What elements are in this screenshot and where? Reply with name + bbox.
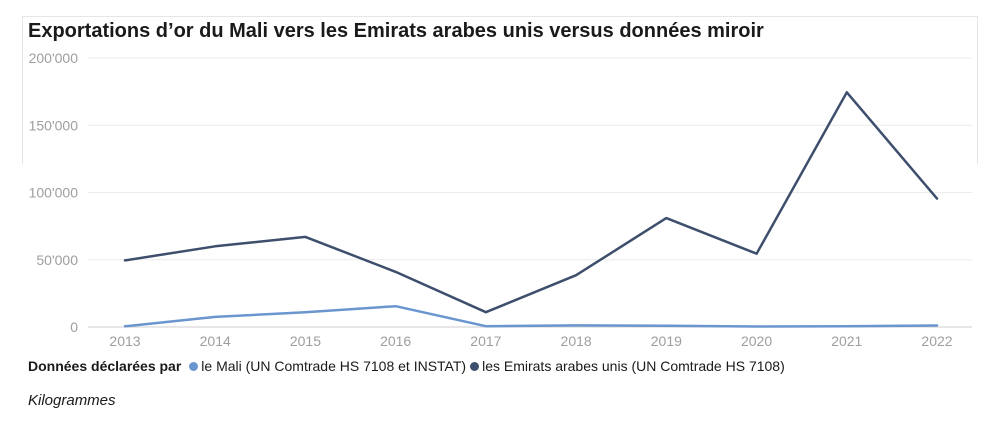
x-tick-label: 2019	[651, 333, 682, 349]
legend-item-mali[interactable]: le Mali (UN Comtrade HS 7108 et INSTAT)	[189, 358, 466, 374]
legend-label-mali: le Mali (UN Comtrade HS 7108 et INSTAT)	[201, 358, 467, 374]
y-tick-label: 100'000	[29, 185, 79, 201]
x-tick-label: 2013	[109, 333, 140, 349]
legend-marker-uae	[470, 361, 480, 371]
legend-title: Données déclarées par	[28, 358, 182, 374]
unit-label: Kilogrammes	[28, 392, 116, 409]
x-tick-label: 2017	[470, 333, 501, 349]
gridlines	[88, 57, 972, 328]
x-axis-ticks: 2013 2014 2015 2016 2017 2018 2019 2020 2021 2022	[109, 333, 952, 349]
y-tick-label: 200'000	[29, 50, 79, 66]
series-line-mali[interactable]	[123, 304, 939, 328]
y-tick-label: 150'000	[29, 117, 79, 133]
legend-label-uae: les Emirats arabes unis (UN Comtrade HS …	[482, 358, 785, 374]
x-tick-label: 2021	[831, 333, 862, 349]
x-tick-label: 2022	[921, 333, 952, 349]
y-tick-label: 0	[70, 319, 78, 335]
legend-marker-mali	[189, 361, 199, 371]
x-tick-label: 2018	[561, 333, 592, 349]
x-tick-label: 2014	[200, 333, 231, 349]
legend: Données déclarées par le Mali (UN Comtra…	[28, 358, 789, 374]
chart-frame	[22, 16, 978, 164]
y-axis-ticks: 0 50'000 100'000 150'000 200'000	[29, 50, 79, 335]
legend-item-uae[interactable]: les Emirats arabes unis (UN Comtrade HS …	[470, 358, 785, 374]
y-tick-label: 50'000	[36, 252, 78, 268]
x-tick-label: 2016	[380, 333, 411, 349]
chart-title: Exportations d’or du Mali vers les Emira…	[28, 20, 764, 43]
series-lines	[123, 91, 939, 328]
series-line-uae[interactable]	[123, 91, 939, 314]
x-tick-label: 2020	[741, 333, 772, 349]
x-tick-label: 2015	[290, 333, 321, 349]
